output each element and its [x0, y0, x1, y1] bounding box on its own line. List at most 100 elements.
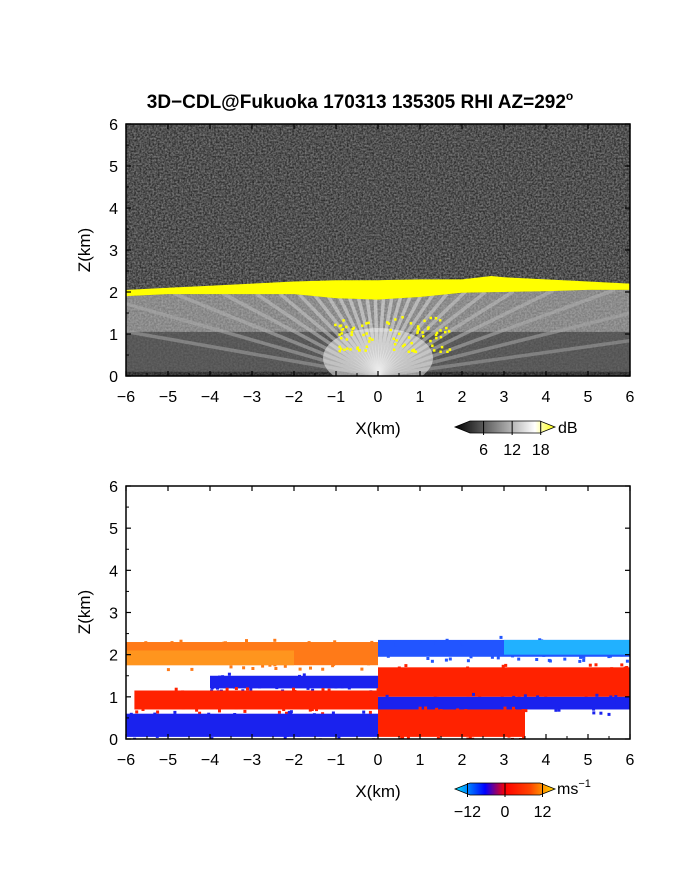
echo-pixel	[401, 316, 404, 319]
velocity-pixel	[275, 686, 279, 690]
velocity-pixel	[167, 716, 171, 719]
velocity-pixel	[367, 662, 371, 666]
velocity-pixel	[194, 690, 198, 694]
velocity-pixel	[261, 664, 265, 668]
echo-pixel	[367, 340, 371, 343]
x-tick-label: −2	[285, 389, 303, 406]
echo-pixel	[342, 319, 345, 322]
echo-pixel	[338, 349, 341, 353]
velocity-pixel	[517, 657, 521, 661]
velocity-pixel	[170, 641, 174, 645]
velocity-pixel	[166, 668, 170, 672]
velocity-pixel	[210, 686, 214, 690]
velocity-pixel	[309, 666, 312, 670]
velocity-pixel	[582, 658, 586, 662]
echo-pixel	[365, 322, 368, 325]
velocity-pixel	[517, 694, 521, 697]
velocity-pixel	[582, 698, 585, 702]
velocity-pixel	[406, 735, 410, 739]
velocity-pixel	[135, 710, 139, 714]
velocity-pixel	[141, 708, 145, 711]
y-tick-label: 0	[109, 732, 118, 749]
velocity-pixel	[129, 733, 133, 737]
reflectivity-xlabel: X(km)	[355, 419, 400, 438]
velocity-pixel	[469, 655, 473, 659]
velocity-pixel	[233, 685, 236, 689]
velocity-pixel	[609, 654, 612, 658]
velocity-pixel	[337, 661, 341, 665]
velocity-pixel	[548, 699, 552, 703]
x-tick-label: 3	[500, 752, 509, 769]
velocity-pixel	[157, 740, 160, 743]
reflectivity-axes: −6 −5 −4 −3 −2 −1 0 1 2 3 4 5 6 0 1 2 3 4 5 6	[109, 117, 634, 406]
velocity-pixel	[227, 672, 231, 676]
y-tick-label: 1	[109, 690, 118, 707]
velocity-pixel	[216, 686, 219, 690]
y-tick-label: 6	[109, 479, 118, 496]
velocity-pixel	[300, 706, 304, 710]
velocity-pixel	[620, 653, 624, 657]
velocity-pixel	[374, 644, 378, 648]
velocity-pixel	[437, 700, 441, 704]
velocity-pixel	[239, 677, 243, 681]
velocity-pixel	[230, 643, 233, 647]
velocity-pixel	[503, 706, 507, 710]
velocity-pixel	[304, 740, 307, 743]
velocity-pixel	[592, 669, 596, 673]
velocity-pixel	[281, 691, 285, 695]
velocity-pixel	[592, 707, 596, 711]
velocity-pixel	[148, 714, 152, 718]
velocity-pixel	[334, 685, 338, 689]
echo-pixel	[416, 331, 419, 335]
velocity-pixel	[195, 708, 199, 712]
velocity-pixel	[327, 688, 331, 692]
velocity-pixel	[557, 708, 561, 712]
y-tick-label: 3	[109, 243, 118, 260]
echo-pixel	[371, 338, 374, 341]
velocity-pixel	[297, 733, 301, 737]
velocity-pixel	[560, 671, 564, 675]
velocity-pixel	[538, 668, 542, 672]
echo-pixel	[395, 339, 398, 342]
velocity-pixel	[333, 640, 337, 644]
velocity-pixel	[614, 695, 618, 699]
velocity-pixel	[588, 663, 592, 667]
echo-pixel	[351, 328, 354, 331]
velocity-pixel	[536, 695, 540, 699]
velocity-pixel	[360, 667, 364, 671]
velocity-colorbar-unit: ms−1	[557, 778, 591, 798]
velocity-pixel	[283, 664, 287, 668]
velocity-pixel	[207, 712, 211, 716]
velocity-layer	[134, 690, 378, 710]
velocity-layer-accent	[126, 650, 294, 666]
x-tick-label: 0	[374, 752, 383, 769]
velocity-pixel	[245, 639, 248, 643]
velocity-pixel	[430, 659, 434, 663]
velocity-pixel	[453, 707, 457, 711]
velocity-pixel	[499, 635, 503, 639]
velocity-pixel	[368, 710, 372, 714]
velocity-pixel	[202, 740, 205, 743]
velocity-pixel	[450, 693, 454, 697]
x-tick-label: 4	[542, 389, 551, 406]
echo-pixel	[403, 343, 406, 346]
velocity-pixel	[347, 686, 351, 690]
velocity-pixel	[518, 710, 522, 713]
velocity-pixel	[401, 735, 405, 739]
echo-pixel	[416, 325, 420, 328]
velocity-pixel	[468, 736, 472, 739]
velocity-plot-area	[126, 486, 630, 743]
velocity-pixel	[277, 693, 281, 696]
velocity-pixel	[174, 687, 178, 691]
velocity-pixel	[319, 693, 323, 697]
velocity-pixel	[385, 700, 389, 703]
velocity-pixel	[434, 641, 438, 645]
velocity-pixel	[490, 698, 493, 702]
velocity-pixel	[625, 659, 629, 663]
velocity-pixel	[173, 710, 177, 714]
velocity-pixel	[610, 667, 614, 671]
echo-pixel	[434, 333, 438, 337]
echo-pixel	[445, 326, 448, 330]
colorbar-tick-label: 6	[479, 442, 488, 459]
